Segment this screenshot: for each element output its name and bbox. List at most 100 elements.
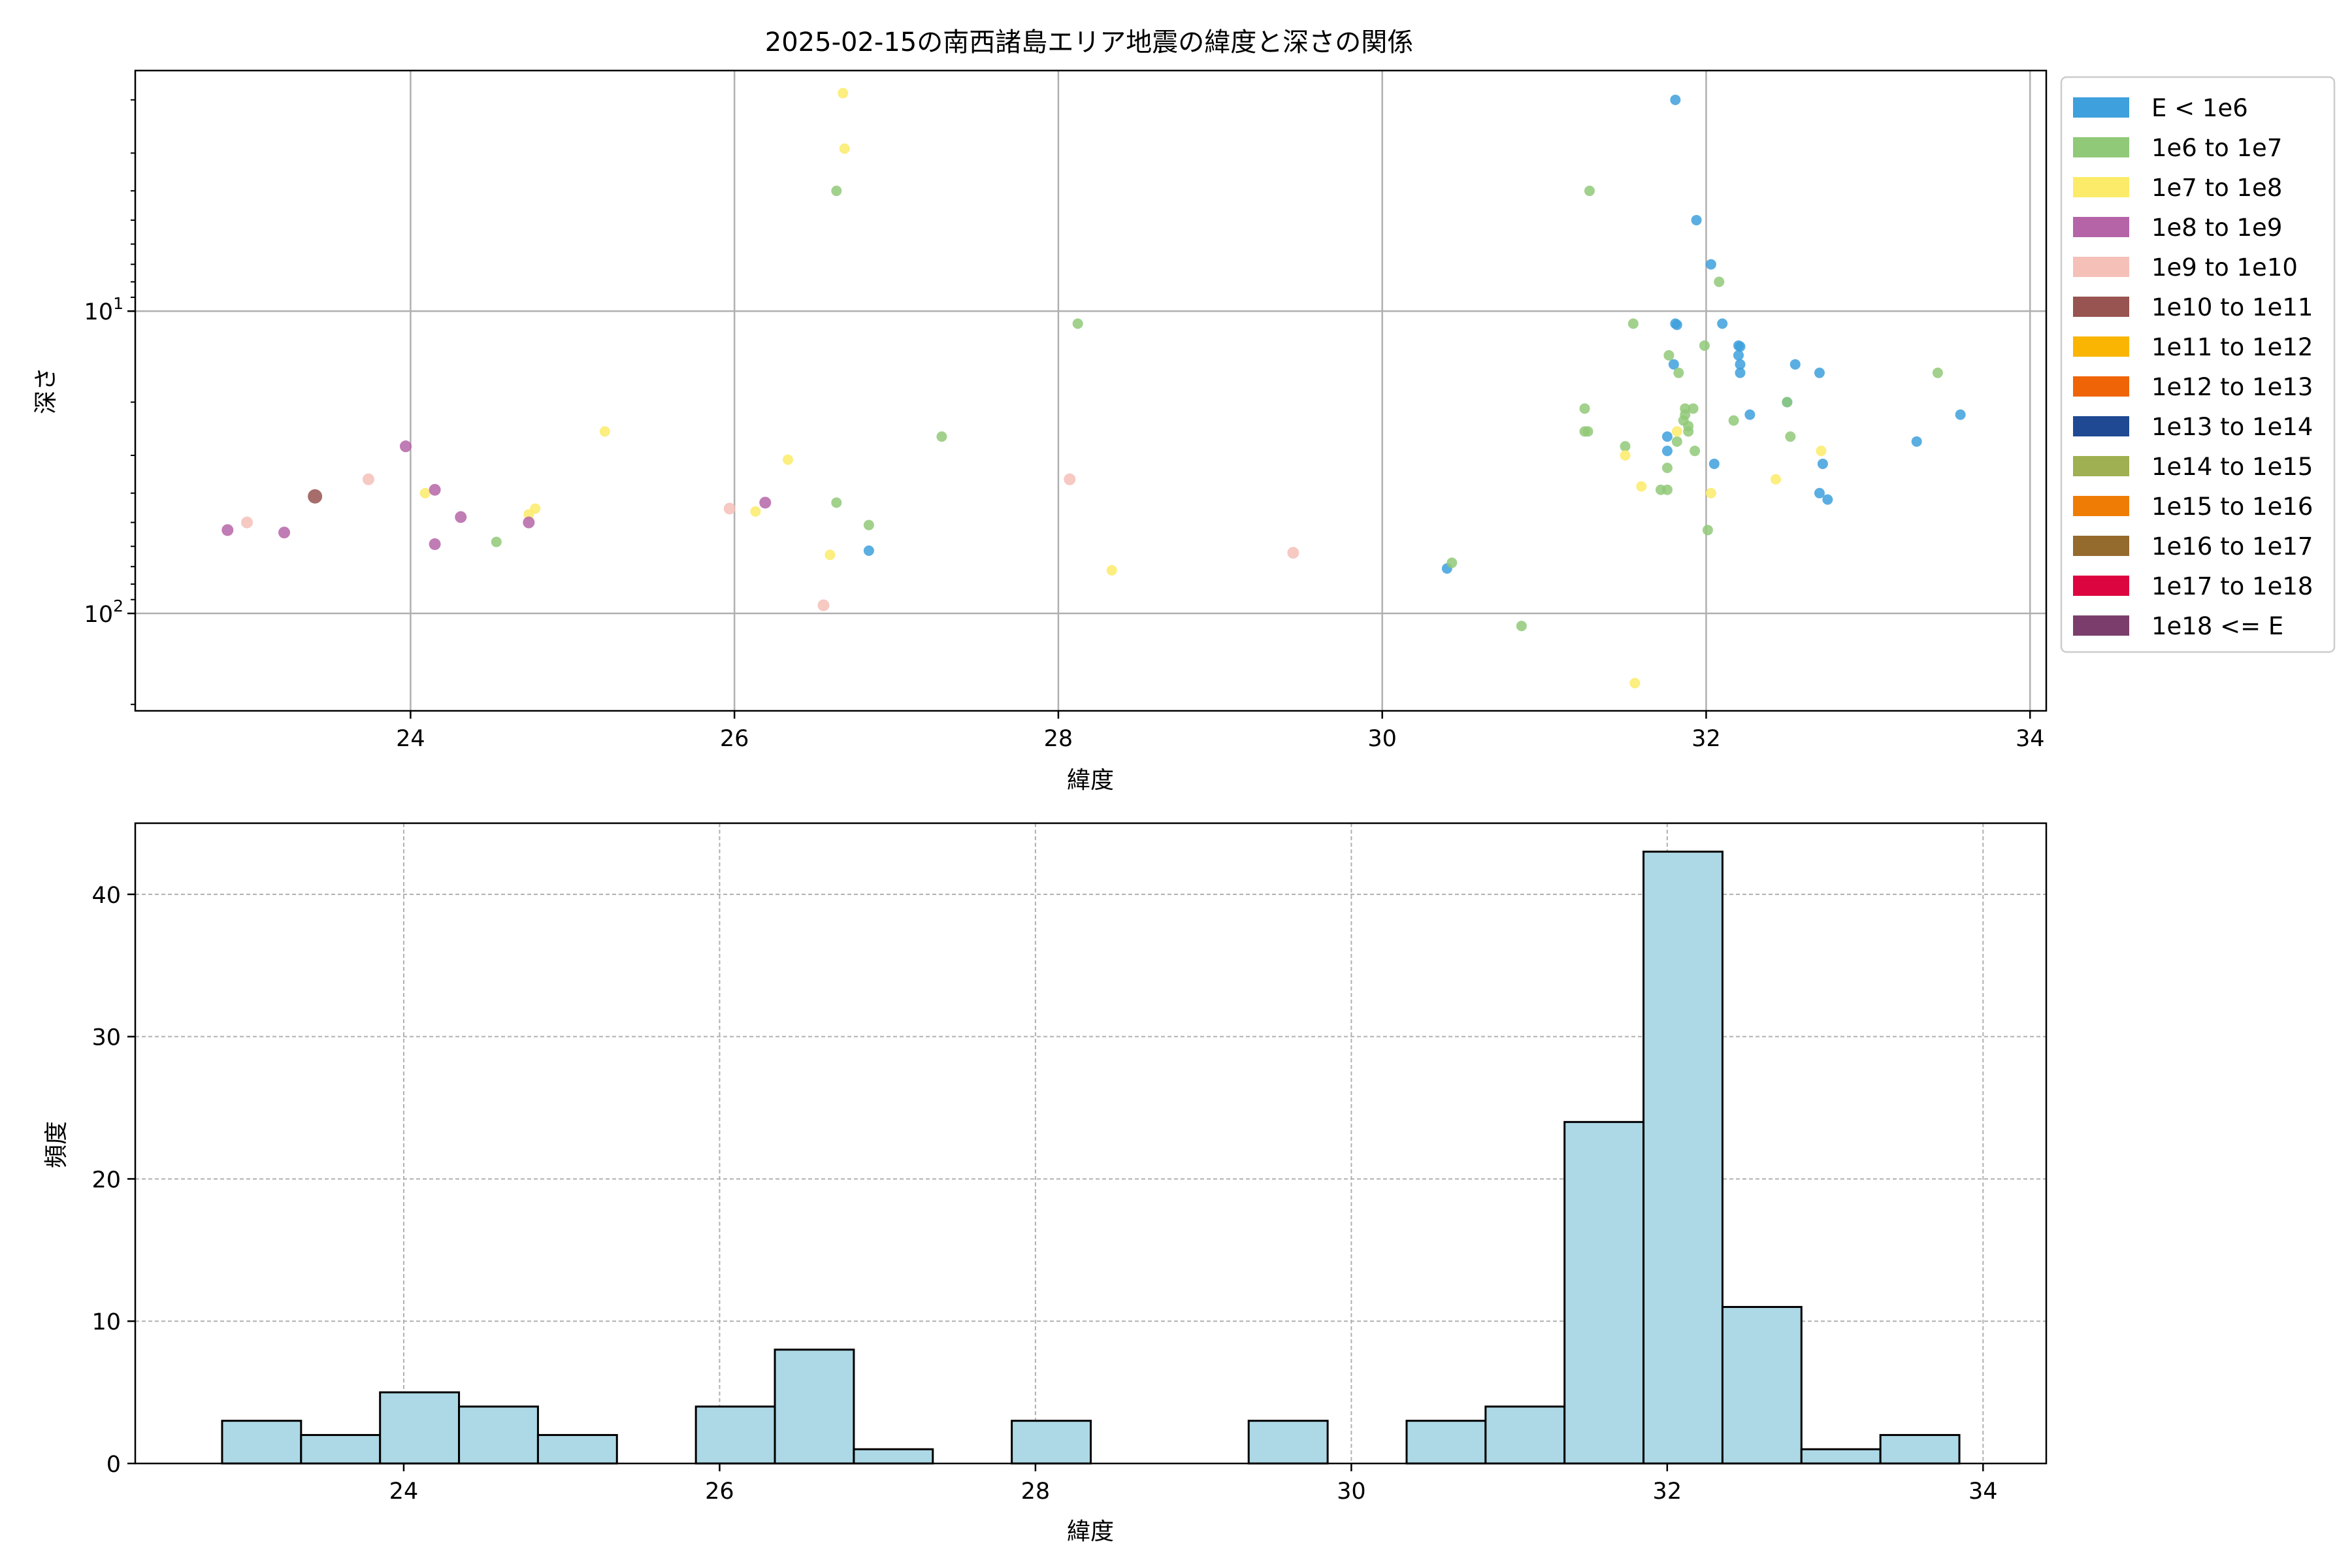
scatter-plot-frame [134,69,2048,712]
histogram-bar [1484,1405,1566,1465]
scatter-point [491,536,502,547]
scatter-point [863,519,874,531]
scatter-point [1705,487,1716,498]
scatter-point [1661,484,1673,495]
scatter-y-axis-label: 深さ [33,367,59,414]
histogram-x-ticks: 24 26 28 30 32 34 [389,1463,1998,1505]
histogram-x-axis-label: 緯度 [1067,1518,1114,1545]
scatter-point [1671,436,1682,447]
histogram-y-tick-label: 20 [91,1167,121,1193]
scatter-point [1629,678,1641,689]
scatter-point [1064,473,1076,485]
scatter-point [723,502,736,515]
scatter-point [1714,276,1725,287]
histogram-y-tick-label: 30 [91,1025,121,1051]
scatter-point [278,527,291,539]
scatter-points [221,88,1966,689]
scatter-point [362,473,374,485]
scatter-point [1668,359,1679,370]
histogram-bar [1247,1420,1329,1465]
histogram-bar [1011,1420,1092,1465]
scatter-point [1690,446,1701,457]
scatter-point [1072,318,1083,329]
scatter-point [1733,350,1744,361]
scatter-point [1688,403,1699,414]
legend-swatch [2073,456,2129,476]
scatter-point [936,431,947,442]
legend-frame [2060,76,2336,653]
histogram-panel: 24 26 28 30 32 34 0 10 20 30 40 緯度 頻度 [43,822,2048,1545]
scatter-point [1691,214,1702,225]
histogram-bar [458,1405,539,1465]
scatter-point [817,599,830,612]
legend-label: 1e7 to 1e8 [2151,174,2282,202]
legend-swatch [2073,297,2129,317]
legend-swatch [2073,536,2129,556]
legend-label: 1e15 to 1e16 [2151,493,2313,521]
legend-swatch [2073,376,2129,397]
scatter-point [1670,94,1681,105]
scatter-point [1661,446,1673,457]
histogram-x-tick-label: 32 [1653,1478,1682,1505]
histogram-bar [1405,1420,1487,1465]
scatter-point [1446,557,1458,568]
scatter-point [1735,359,1746,370]
scatter-x-ticks: 24 26 28 30 32 34 [396,711,2044,752]
scatter-point [750,506,761,517]
scatter-point [1663,350,1674,361]
scatter-y-ticks: 10 1 102 [84,99,135,706]
scatter-point [1582,426,1593,437]
legend-swatch [2073,416,2129,436]
histogram-x-tick-label: 26 [705,1478,734,1505]
scatter-x-tick-label: 24 [396,726,425,752]
scatter-x-tick-label: 32 [1691,726,1721,752]
scatter-point [1699,340,1710,351]
scatter-point [1661,463,1673,474]
histogram-y-tick-label: 0 [106,1452,121,1478]
legend-swatch [2073,97,2129,118]
y-tick-base: 10 [84,602,114,628]
legend-label: 1e11 to 1e12 [2151,333,2313,361]
y-tick-exponent: 2 [113,596,123,615]
scatter-point [831,497,842,508]
legend-swatch [2073,177,2129,197]
scatter-point [1636,481,1647,492]
histogram-bar [300,1433,382,1465]
scatter-point [825,549,836,561]
histogram-x-tick-label: 24 [389,1478,419,1505]
scatter-y-tick-label: 102 [84,596,123,628]
legend-swatch [2073,496,2129,516]
scatter-point [429,483,441,496]
scatter-point [1717,318,1728,329]
legend-label: 1e12 to 1e13 [2151,373,2313,401]
legend-label: 1e18 <= E [2151,612,2283,640]
histogram-x-tick-label: 34 [1968,1478,1998,1505]
histogram-x-tick-label: 30 [1337,1478,1366,1505]
legend-label: 1e16 to 1e17 [2151,532,2313,561]
scatter-point [1661,431,1673,442]
scatter-point [1579,403,1590,414]
histogram-bar [1721,1305,1803,1465]
scatter-point [839,143,850,154]
legend-label: E < 1e6 [2151,94,2248,122]
histogram-y-axis-label: 頻度 [43,1121,70,1168]
scatter-point [455,511,467,523]
scatter-point [1771,474,1782,485]
scatter-point [759,497,772,509]
scatter-x-axis-label: 緯度 [1067,767,1114,794]
scatter-point [1106,564,1117,576]
scatter-point [1708,458,1720,469]
scatter-point [308,489,323,504]
scatter-point [1785,431,1796,442]
scatter-point [1735,367,1746,378]
histogram-bar [1563,1120,1645,1465]
scatter-point [1728,415,1739,426]
legend-label: 1e14 to 1e15 [2151,453,2313,481]
scatter-point [1671,426,1682,437]
scatter-point [1932,367,1943,378]
histogram-y-ticks: 0 10 20 30 40 [91,883,135,1478]
scatter-point [831,186,842,197]
scatter-point [1584,186,1595,197]
y-tick-exponent: 1 [113,294,123,313]
scatter-point [419,487,431,498]
